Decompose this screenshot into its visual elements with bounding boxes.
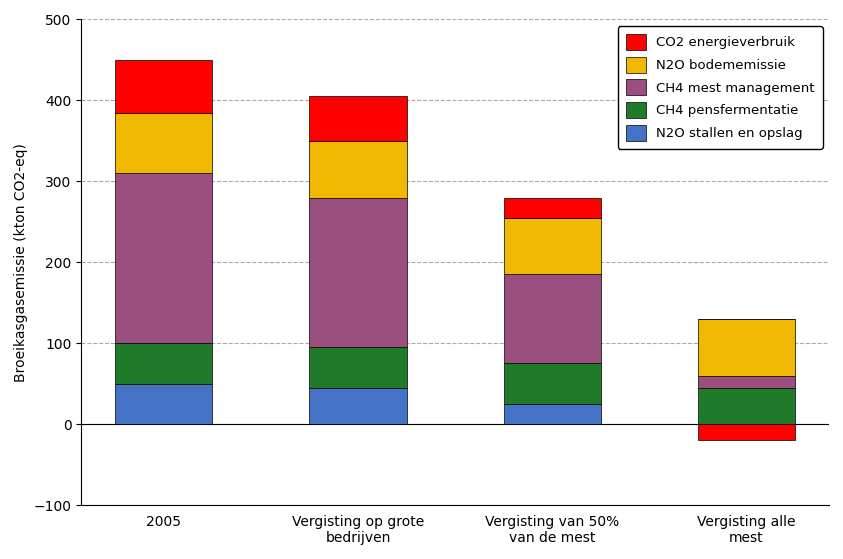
Bar: [504, 197, 601, 218]
Bar: [115, 343, 212, 383]
Bar: [698, 376, 795, 388]
Bar: [504, 404, 601, 424]
Bar: [504, 218, 601, 274]
Bar: [309, 347, 406, 388]
Bar: [504, 274, 601, 363]
Bar: [309, 388, 406, 424]
Bar: [115, 383, 212, 424]
Bar: [698, 319, 795, 376]
Bar: [698, 388, 795, 424]
Bar: [309, 96, 406, 141]
Bar: [698, 424, 795, 440]
Bar: [309, 197, 406, 347]
Bar: [115, 173, 212, 343]
Bar: [309, 141, 406, 197]
Legend: CO2 energieverbruik, N2O bodememissie, CH4 mest management, CH4 pensfermentatie,: CO2 energieverbruik, N2O bodememissie, C…: [618, 26, 823, 149]
Bar: [504, 363, 601, 404]
Bar: [115, 112, 212, 173]
Bar: [115, 60, 212, 112]
Y-axis label: Broeikasgasemissie (kton CO2-eq): Broeikasgasemissie (kton CO2-eq): [13, 143, 28, 382]
